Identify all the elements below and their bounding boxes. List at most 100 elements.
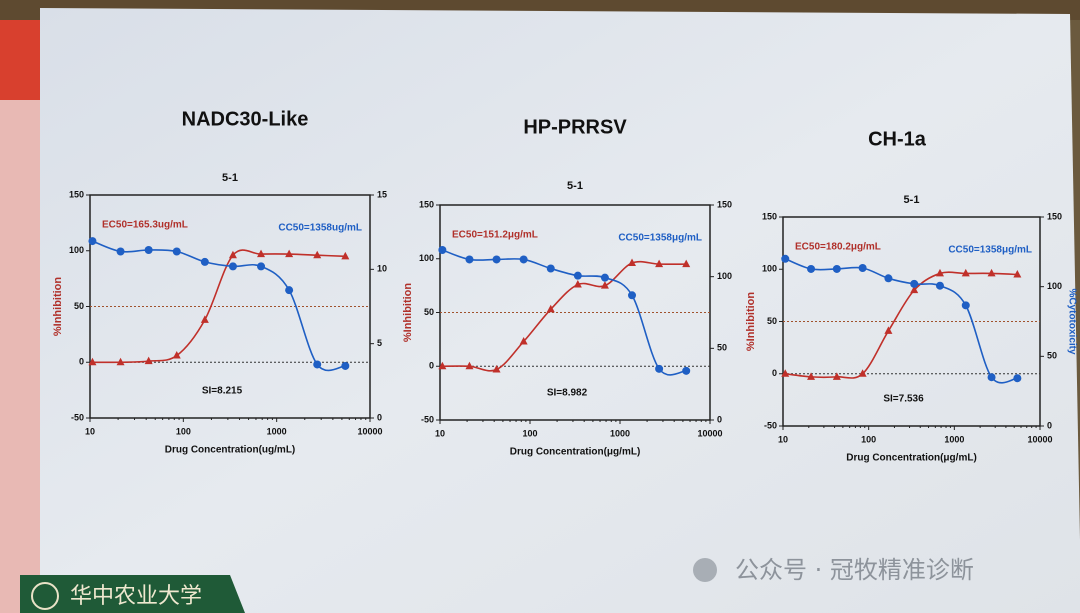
x-tick-label: 10 bbox=[778, 434, 788, 444]
y-tick-label: -50 bbox=[764, 420, 777, 430]
chart-subtitle: 5-1 bbox=[222, 172, 238, 184]
y-tick-label: 100 bbox=[69, 245, 84, 255]
data-point bbox=[987, 373, 996, 382]
data-point bbox=[655, 364, 664, 373]
data-point bbox=[465, 255, 474, 264]
y-tick-label: 100 bbox=[419, 253, 434, 263]
y2-tick-label: 50 bbox=[1047, 351, 1057, 361]
x-tick-label: 1000 bbox=[267, 426, 287, 436]
slide bbox=[40, 8, 1080, 613]
ec50-annotation: EC50=180.2μg/mL bbox=[795, 242, 881, 253]
x-tick-label: 1000 bbox=[610, 428, 630, 438]
x-tick-label: 100 bbox=[176, 426, 191, 436]
data-point bbox=[858, 263, 867, 272]
data-point bbox=[884, 326, 893, 334]
y2-tick-label: 100 bbox=[717, 271, 732, 281]
y-tick-label: 50 bbox=[767, 316, 777, 326]
x-tick-label: 10 bbox=[85, 426, 95, 436]
ec50-annotation: EC50=151.2μg/mL bbox=[452, 230, 538, 241]
watermark: 公众号 · 冠牧精准诊断 bbox=[735, 556, 974, 584]
data-point bbox=[228, 262, 237, 271]
data-point bbox=[832, 372, 841, 380]
data-point bbox=[341, 361, 350, 370]
data-point bbox=[285, 286, 294, 295]
y2-tick-label: 15 bbox=[377, 189, 387, 199]
data-point bbox=[682, 259, 691, 268]
data-point bbox=[935, 268, 944, 277]
y-axis-label: %Inhibition bbox=[52, 277, 64, 337]
data-point bbox=[438, 361, 447, 370]
x-axis-label: Drug Concentration(ug/mL) bbox=[165, 445, 296, 456]
data-point bbox=[910, 279, 919, 288]
y-tick-label: 100 bbox=[762, 264, 777, 274]
data-point bbox=[438, 246, 447, 255]
data-point bbox=[465, 361, 474, 370]
data-point bbox=[285, 249, 294, 258]
data-point bbox=[961, 301, 970, 310]
data-point bbox=[600, 273, 609, 282]
data-point bbox=[257, 262, 266, 271]
chart-subtitle: 5-1 bbox=[904, 194, 920, 206]
data-point bbox=[144, 356, 153, 365]
fit-curve bbox=[92, 249, 346, 364]
data-point bbox=[172, 247, 181, 256]
fit-curve bbox=[784, 258, 1018, 384]
y2-tick-label: 0 bbox=[1047, 420, 1052, 430]
data-point bbox=[492, 364, 501, 373]
data-point bbox=[832, 264, 841, 273]
data-point bbox=[116, 357, 125, 366]
data-point bbox=[600, 281, 609, 289]
y2-axis-label: %Cytotoxicity bbox=[1066, 288, 1077, 355]
data-point bbox=[628, 258, 637, 267]
watermark-icon bbox=[693, 558, 717, 582]
y2-tick-label: 150 bbox=[717, 199, 732, 209]
chart-title: HP-PRRSV bbox=[523, 116, 627, 138]
y2-tick-label: 0 bbox=[377, 412, 382, 422]
data-point bbox=[781, 369, 790, 377]
data-point bbox=[781, 254, 790, 263]
data-point bbox=[492, 255, 501, 264]
chart-subtitle: 5-1 bbox=[567, 180, 583, 192]
y-tick-label: 50 bbox=[74, 301, 84, 311]
data-point bbox=[519, 337, 528, 345]
y-tick-label: -50 bbox=[421, 414, 434, 424]
x-tick-label: 100 bbox=[861, 434, 876, 444]
data-point bbox=[228, 250, 237, 259]
data-point bbox=[655, 259, 664, 268]
x-tick-label: 10000 bbox=[357, 426, 382, 436]
y2-tick-label: 5 bbox=[377, 338, 382, 348]
data-point bbox=[910, 285, 919, 294]
fit-curve bbox=[442, 249, 687, 376]
fit-curve bbox=[92, 240, 346, 372]
data-point bbox=[807, 264, 816, 273]
x-tick-label: 100 bbox=[522, 428, 537, 438]
logo-text: 华中农业大学 bbox=[70, 584, 202, 609]
y2-tick-label: 0 bbox=[717, 414, 722, 424]
data-point bbox=[546, 304, 555, 313]
data-point bbox=[573, 280, 582, 288]
y-tick-label: 0 bbox=[79, 357, 84, 367]
data-point bbox=[961, 268, 970, 277]
y-tick-label: 150 bbox=[419, 199, 434, 209]
data-point bbox=[573, 271, 582, 280]
data-point bbox=[935, 281, 944, 290]
chart-title: CH-1a bbox=[868, 128, 927, 150]
data-point bbox=[519, 255, 528, 264]
x-tick-label: 1000 bbox=[944, 434, 964, 444]
y-axis-label: %Inhibition bbox=[745, 292, 757, 352]
data-point bbox=[341, 251, 350, 260]
cc50-annotation: CC50=1358μg/mL bbox=[618, 233, 702, 244]
y-tick-label: 50 bbox=[424, 307, 434, 317]
data-point bbox=[807, 372, 816, 380]
data-point bbox=[987, 268, 996, 277]
fit-curve bbox=[785, 271, 1018, 379]
cc50-annotation: CC50=1358μg/mL bbox=[948, 245, 1032, 256]
y2-tick-label: 50 bbox=[717, 343, 727, 353]
data-point bbox=[682, 366, 691, 375]
data-point bbox=[88, 237, 97, 246]
logo-emblem bbox=[31, 582, 59, 610]
data-point bbox=[200, 257, 209, 266]
data-point bbox=[200, 315, 209, 323]
